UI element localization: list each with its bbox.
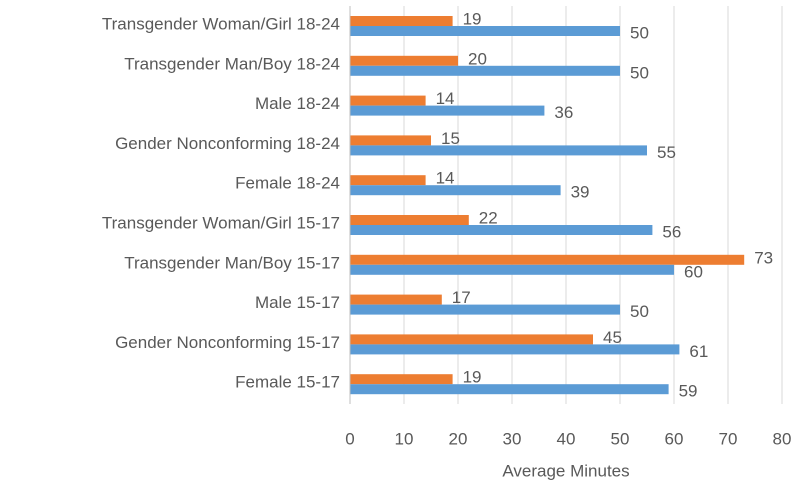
data-label: 14 <box>436 169 455 188</box>
bar <box>350 344 680 355</box>
y-tick-label: Transgender Man/Boy 18-24 <box>124 54 340 73</box>
bar <box>350 254 745 265</box>
data-label: 15 <box>441 129 460 148</box>
x-tick-label: 30 <box>503 429 522 448</box>
y-tick-label: Transgender Woman/Girl 18-24 <box>102 14 340 33</box>
bar <box>350 374 453 385</box>
x-tick-label: 50 <box>611 429 630 448</box>
bar <box>350 175 426 186</box>
bar <box>350 225 653 235</box>
bar <box>350 215 469 225</box>
data-label: 45 <box>603 328 622 347</box>
data-label: 59 <box>679 382 698 401</box>
bar <box>350 304 620 315</box>
data-label: 61 <box>689 342 708 361</box>
data-label: 73 <box>754 248 773 267</box>
bar <box>350 145 647 156</box>
bar <box>350 16 453 26</box>
x-tick-label: 80 <box>773 429 792 448</box>
data-label: 17 <box>452 288 471 307</box>
data-label: 50 <box>630 23 649 42</box>
data-label: 50 <box>630 302 649 321</box>
data-label: 19 <box>463 368 482 387</box>
x-tick-label: 70 <box>719 429 738 448</box>
bar <box>350 26 620 36</box>
bar <box>350 334 593 345</box>
y-tick-label: Female 18-24 <box>235 174 340 193</box>
x-axis-title: Average Minutes <box>502 461 629 480</box>
data-label: 60 <box>684 262 703 281</box>
x-tick-label: 10 <box>395 429 414 448</box>
y-tick-label: Female 15-17 <box>235 373 340 392</box>
x-tick-label: 20 <box>449 429 468 448</box>
data-label: 19 <box>463 9 482 28</box>
bar <box>350 294 442 305</box>
y-tick-label: Transgender Woman/Girl 15-17 <box>102 213 340 232</box>
y-tick-label: Male 18-24 <box>255 94 340 113</box>
x-tick-label: 60 <box>665 429 684 448</box>
data-label: 55 <box>657 143 676 162</box>
y-tick-label: Gender Nonconforming 15-17 <box>115 333 340 352</box>
bar <box>350 264 674 275</box>
data-label: 56 <box>662 222 681 241</box>
bar <box>350 185 561 196</box>
bar <box>350 135 431 146</box>
data-label: 50 <box>630 63 649 82</box>
bar <box>350 55 458 66</box>
data-label: 36 <box>554 103 573 122</box>
data-label: 20 <box>468 49 487 68</box>
bar <box>350 105 545 116</box>
data-label: 39 <box>571 183 590 202</box>
x-tick-label: 40 <box>557 429 576 448</box>
y-tick-label: Gender Nonconforming 18-24 <box>115 134 340 153</box>
data-label: 22 <box>479 208 498 227</box>
y-tick-label: Transgender Man/Boy 15-17 <box>124 253 340 272</box>
x-tick-label: 0 <box>345 429 354 448</box>
bar <box>350 65 620 76</box>
bar <box>350 384 669 395</box>
bar <box>350 95 426 106</box>
y-tick-label: Male 15-17 <box>255 293 340 312</box>
data-label: 14 <box>436 89 455 108</box>
